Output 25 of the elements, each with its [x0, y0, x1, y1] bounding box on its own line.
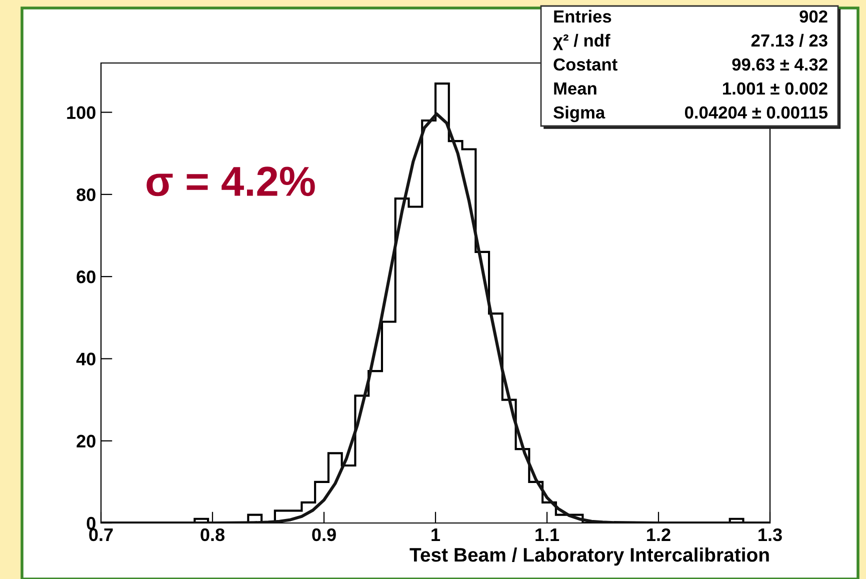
y-tick-label: 40 — [76, 352, 96, 366]
annotation: Sigma — [554, 106, 606, 122]
x-tick-label: 0.7 — [89, 528, 113, 542]
x-tick-label: 1.2 — [647, 528, 670, 541]
x-tick-label: 0.9 — [312, 528, 336, 542]
y-tick-label: 60 — [76, 270, 96, 284]
y-tick-label: 0 — [86, 516, 96, 530]
x-axis-title: Test Beam / Laboratory Intercalibration — [410, 547, 769, 566]
annotation: Mean — [554, 82, 596, 95]
annotation: 99.63 ± 4.32 — [732, 58, 828, 71]
text: 902 — [800, 10, 828, 23]
annotation: 0.04204 ± 0.00115 — [684, 106, 828, 119]
x-tick-label: 1.1 — [536, 528, 560, 541]
x-tick-label: 0.8 — [200, 528, 224, 542]
annotation: 1.001 ± 0.002 — [723, 82, 828, 95]
y-tick-label: 100 — [67, 106, 96, 120]
x-tick-label: 1 — [432, 528, 440, 541]
text: 27.13 / 23 — [751, 34, 828, 47]
x-tick-label: 1.3 — [758, 528, 782, 542]
text: Entries — [554, 10, 612, 23]
annotation: Costant — [554, 58, 618, 71]
annotation: σ = 4.2% — [146, 166, 315, 196]
y-tick-label: 20 — [76, 434, 96, 448]
text: χ² / ndf — [553, 34, 610, 50]
y-tick-label: 80 — [76, 188, 96, 202]
